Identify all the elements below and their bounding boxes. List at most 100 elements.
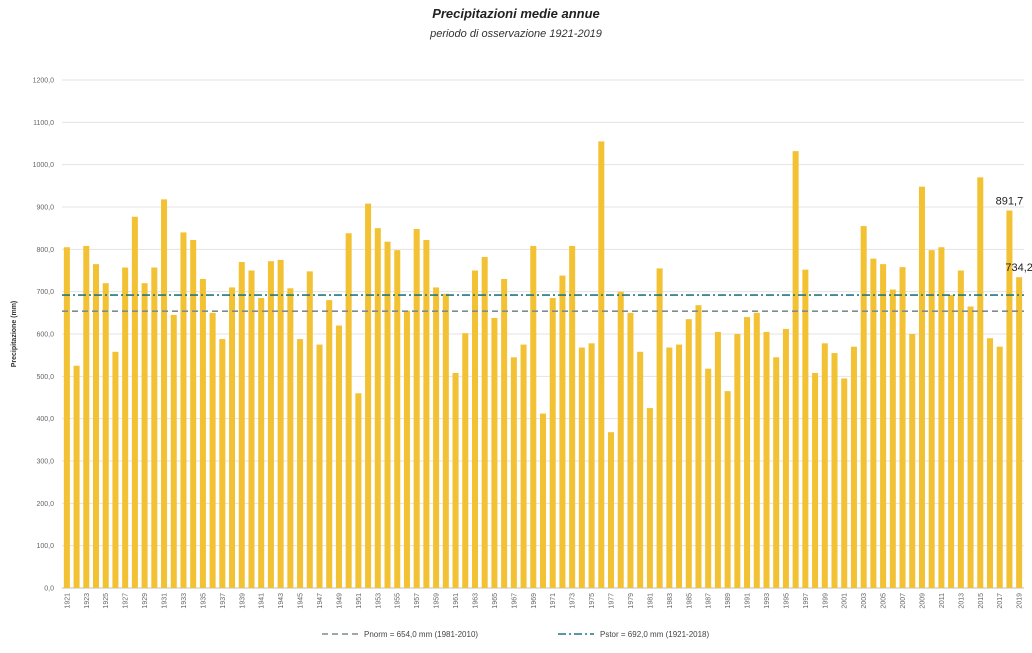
bar-1965 bbox=[491, 317, 498, 588]
x-tick-label: 1985 bbox=[686, 593, 693, 609]
bar-2004 bbox=[870, 258, 877, 588]
bar-1989 bbox=[724, 391, 731, 588]
x-tick-label: 1951 bbox=[356, 593, 363, 609]
x-tick-label: 1943 bbox=[278, 593, 285, 609]
bar-2007 bbox=[899, 267, 906, 588]
bar-1942 bbox=[267, 261, 274, 588]
bar-1995 bbox=[782, 328, 789, 588]
x-tick-label: 1927 bbox=[123, 593, 130, 609]
x-tick-label: 2013 bbox=[958, 593, 965, 609]
x-tick-label: 1999 bbox=[822, 593, 829, 609]
x-tick-label: 1995 bbox=[783, 593, 790, 609]
bar-1960 bbox=[442, 293, 449, 588]
bar-1997 bbox=[802, 269, 809, 588]
x-tick-label: 1983 bbox=[667, 593, 674, 609]
bar-2005 bbox=[880, 264, 887, 588]
bar-1940 bbox=[248, 270, 255, 588]
bar-1935 bbox=[199, 278, 206, 588]
bar-1945 bbox=[297, 339, 304, 588]
x-tick-label: 1933 bbox=[181, 593, 188, 609]
x-tick-label: 2003 bbox=[861, 593, 868, 609]
bar-1926 bbox=[112, 351, 119, 588]
x-tick-label: 1949 bbox=[336, 593, 343, 609]
x-tick-label: 1997 bbox=[803, 593, 810, 609]
bar-1937 bbox=[219, 339, 226, 588]
bar-1952 bbox=[365, 203, 372, 588]
x-tick-label: 1925 bbox=[103, 593, 110, 609]
y-tick-label: 400,0 bbox=[36, 416, 54, 423]
bar-1955 bbox=[394, 250, 401, 588]
bar-2009 bbox=[918, 186, 925, 588]
bar-1943 bbox=[277, 259, 284, 588]
x-tick-label: 1989 bbox=[725, 593, 732, 609]
y-tick-label: 800,0 bbox=[36, 247, 54, 254]
bar-1964 bbox=[481, 256, 488, 588]
y-tick-label: 0,0 bbox=[44, 586, 54, 593]
x-tick-label: 1967 bbox=[511, 593, 518, 609]
bar-2019 bbox=[1016, 277, 1023, 588]
bar-1954 bbox=[384, 241, 391, 589]
x-tick-label: 1945 bbox=[298, 593, 305, 609]
bar-1971 bbox=[549, 298, 556, 588]
bar-1950 bbox=[345, 233, 352, 588]
bar-2015 bbox=[977, 177, 984, 588]
bar-2018 bbox=[1006, 210, 1013, 588]
x-tick-label: 1929 bbox=[142, 593, 149, 609]
bar-2008 bbox=[909, 334, 916, 588]
x-tick-label: 1953 bbox=[375, 593, 382, 609]
bar-2014 bbox=[967, 306, 974, 588]
y-tick-label: 900,0 bbox=[36, 205, 54, 212]
bar-2017 bbox=[996, 346, 1003, 588]
chart-title: Precipitazioni medie annue bbox=[432, 6, 600, 21]
x-tick-label: 2019 bbox=[1017, 593, 1024, 609]
x-tick-label: 1937 bbox=[220, 593, 227, 609]
bar-1934 bbox=[190, 240, 197, 588]
bar-2003 bbox=[860, 226, 867, 589]
bar-1990 bbox=[734, 334, 741, 588]
bar-1985 bbox=[685, 319, 692, 588]
bar-1982 bbox=[656, 268, 663, 588]
bar-1921 bbox=[63, 247, 70, 588]
bar-1988 bbox=[714, 331, 721, 588]
bar-1953 bbox=[374, 228, 381, 588]
x-tick-label: 2001 bbox=[842, 593, 849, 609]
x-tick-label: 1991 bbox=[745, 593, 752, 609]
bar-1949 bbox=[335, 325, 342, 588]
bar-2006 bbox=[889, 289, 896, 588]
bar-1925 bbox=[102, 283, 109, 588]
bar-1931 bbox=[161, 199, 168, 588]
bar-1998 bbox=[812, 372, 819, 588]
x-tick-label: 1947 bbox=[317, 593, 324, 609]
bar-1967 bbox=[510, 357, 517, 588]
x-tick-label: 1971 bbox=[550, 593, 557, 609]
bar-1974 bbox=[578, 347, 585, 588]
bar-2001 bbox=[841, 378, 848, 588]
bar-1944 bbox=[287, 288, 294, 588]
x-tick-label: 1921 bbox=[64, 593, 71, 609]
x-tick-label: 1963 bbox=[472, 593, 479, 609]
bar-1941 bbox=[258, 298, 265, 588]
bar-1933 bbox=[180, 232, 187, 588]
chart-subtitle: periodo di osservazione 1921-2019 bbox=[430, 28, 602, 40]
x-tick-label: 2017 bbox=[997, 593, 1004, 609]
bar-1962 bbox=[462, 333, 469, 588]
bar-1961 bbox=[452, 372, 459, 588]
bar-1968 bbox=[520, 344, 527, 588]
bar-2013 bbox=[957, 270, 964, 588]
bar-1951 bbox=[355, 393, 362, 588]
bar-2011 bbox=[938, 247, 945, 588]
x-tick-label: 1955 bbox=[395, 593, 402, 609]
y-tick-label: 1100,0 bbox=[33, 120, 54, 127]
bar-2016 bbox=[986, 338, 994, 588]
bar-1969 bbox=[530, 245, 537, 589]
bar-1930 bbox=[151, 267, 158, 588]
x-tick-label: 1931 bbox=[162, 593, 169, 609]
bar-1938 bbox=[229, 287, 236, 588]
bar-1973 bbox=[569, 245, 576, 589]
x-tick-label: 2015 bbox=[978, 593, 985, 609]
bar-1923 bbox=[83, 245, 90, 589]
y-tick-label: 600,0 bbox=[36, 332, 54, 339]
bar-1922 bbox=[73, 365, 80, 588]
